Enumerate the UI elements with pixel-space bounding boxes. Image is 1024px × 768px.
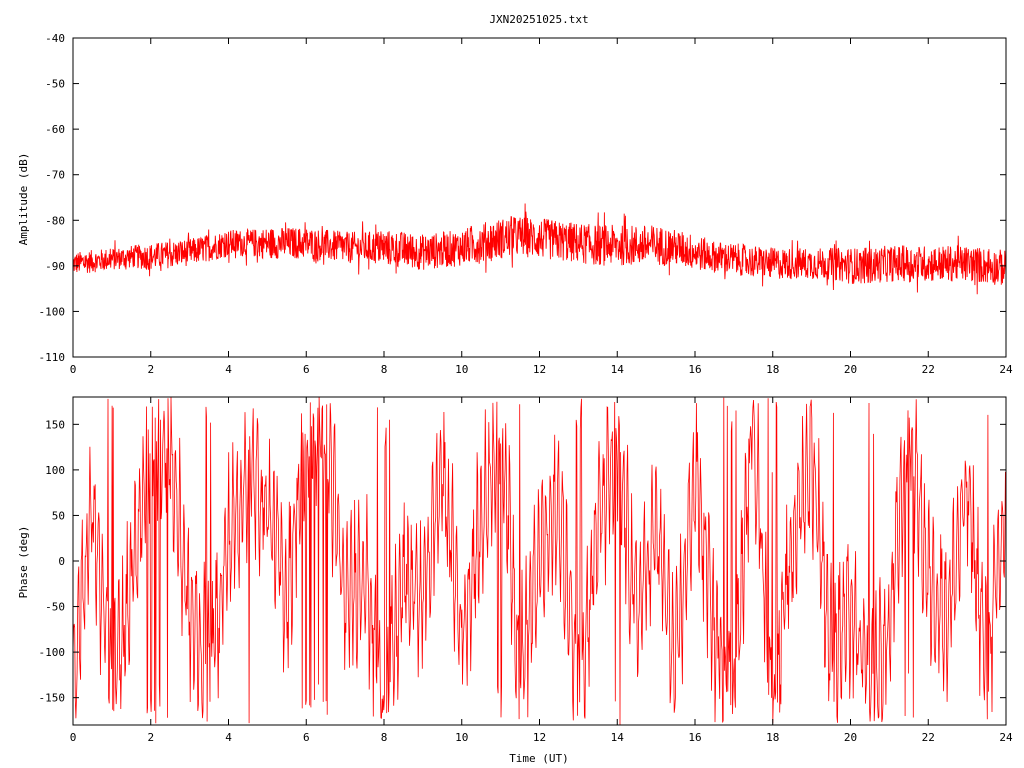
phase-x-tick-label: 10 xyxy=(455,731,468,744)
phase-x-tick-label: 18 xyxy=(766,731,779,744)
chart-title: JXN20251025.txt xyxy=(489,13,588,26)
phase-x-tick-label: 20 xyxy=(844,731,857,744)
amplitude-series xyxy=(73,203,1006,295)
amplitude-y-tick-label: -40 xyxy=(45,32,65,45)
phase-x-tick-label: 4 xyxy=(225,731,232,744)
amplitude-x-tick-label: 6 xyxy=(303,363,310,376)
phase-y-tick-label: -150 xyxy=(39,692,66,705)
phase-y-tick-label: 0 xyxy=(58,555,65,568)
phase-x-tick-label: 0 xyxy=(70,731,77,744)
phase-x-tick-label: 24 xyxy=(999,731,1013,744)
amplitude-x-tick-label: 2 xyxy=(147,363,154,376)
phase-x-tick-label: 22 xyxy=(922,731,935,744)
phase-plot-frame xyxy=(72,396,1007,726)
phase-x-tick-label: 8 xyxy=(381,731,388,744)
amplitude-x-tick-label: 20 xyxy=(844,363,857,376)
phase-x-tick-label: 6 xyxy=(303,731,310,744)
amplitude-x-tick-label: 4 xyxy=(225,363,232,376)
amplitude-ticks: 0 2 4 6 8 10 12 14 16 18 20 22 24-40-50-60-70-80-90-… xyxy=(39,32,1013,376)
amplitude-y-tick-label: -70 xyxy=(45,169,65,182)
amplitude-series-line xyxy=(73,203,1006,295)
phase-y-axis-label: Phase (deg) xyxy=(17,526,30,599)
amplitude-plot-frame xyxy=(72,37,1007,358)
amplitude-y-tick-label: -90 xyxy=(45,260,65,273)
amplitude-x-tick-label: 8 xyxy=(381,363,388,376)
phase-x-tick-label: 2 xyxy=(147,731,154,744)
phase-series-line xyxy=(73,397,1006,725)
amplitude-y-tick-label: -60 xyxy=(45,123,65,136)
amplitude-x-tick-label: 10 xyxy=(455,363,468,376)
phase-y-tick-label: 100 xyxy=(45,464,65,477)
amplitude-y-tick-label: -100 xyxy=(39,305,66,318)
phase-panel: 0 2 4 6 8 10 12 14 16 18 20 22 24150100500-50-100-15… xyxy=(17,396,1013,744)
amplitude-y-tick-label: -80 xyxy=(45,214,65,227)
phase-ticks: 0 2 4 6 8 10 12 14 16 18 20 22 24150100500-50-100-15… xyxy=(39,397,1013,744)
phase-x-tick-label: 14 xyxy=(611,731,625,744)
phase-y-tick-label: 50 xyxy=(52,509,65,522)
amplitude-x-tick-label: 18 xyxy=(766,363,779,376)
amplitude-x-tick-label: 16 xyxy=(688,363,701,376)
phase-series xyxy=(73,397,1006,725)
phase-x-tick-label: 16 xyxy=(688,731,701,744)
amplitude-x-tick-label: 24 xyxy=(999,363,1013,376)
amplitude-y-axis-label: Amplitude (dB) xyxy=(17,153,30,246)
amplitude-x-tick-label: 12 xyxy=(533,363,546,376)
amplitude-x-tick-label: 14 xyxy=(611,363,625,376)
amplitude-y-tick-label: -50 xyxy=(45,78,65,91)
amplitude-x-tick-label: 0 xyxy=(70,363,77,376)
amplitude-x-tick-label: 22 xyxy=(922,363,935,376)
x-axis-label: Time (UT) xyxy=(509,752,569,765)
phase-x-tick-label: 12 xyxy=(533,731,546,744)
phase-y-tick-label: 150 xyxy=(45,418,65,431)
amplitude-panel: 0 2 4 6 8 10 12 14 16 18 20 22 24-40-50-60-70-80-90-… xyxy=(17,32,1013,376)
amplitude-y-tick-label: -110 xyxy=(39,351,66,364)
phase-y-tick-label: -100 xyxy=(39,646,66,659)
phase-y-tick-label: -50 xyxy=(45,601,65,614)
